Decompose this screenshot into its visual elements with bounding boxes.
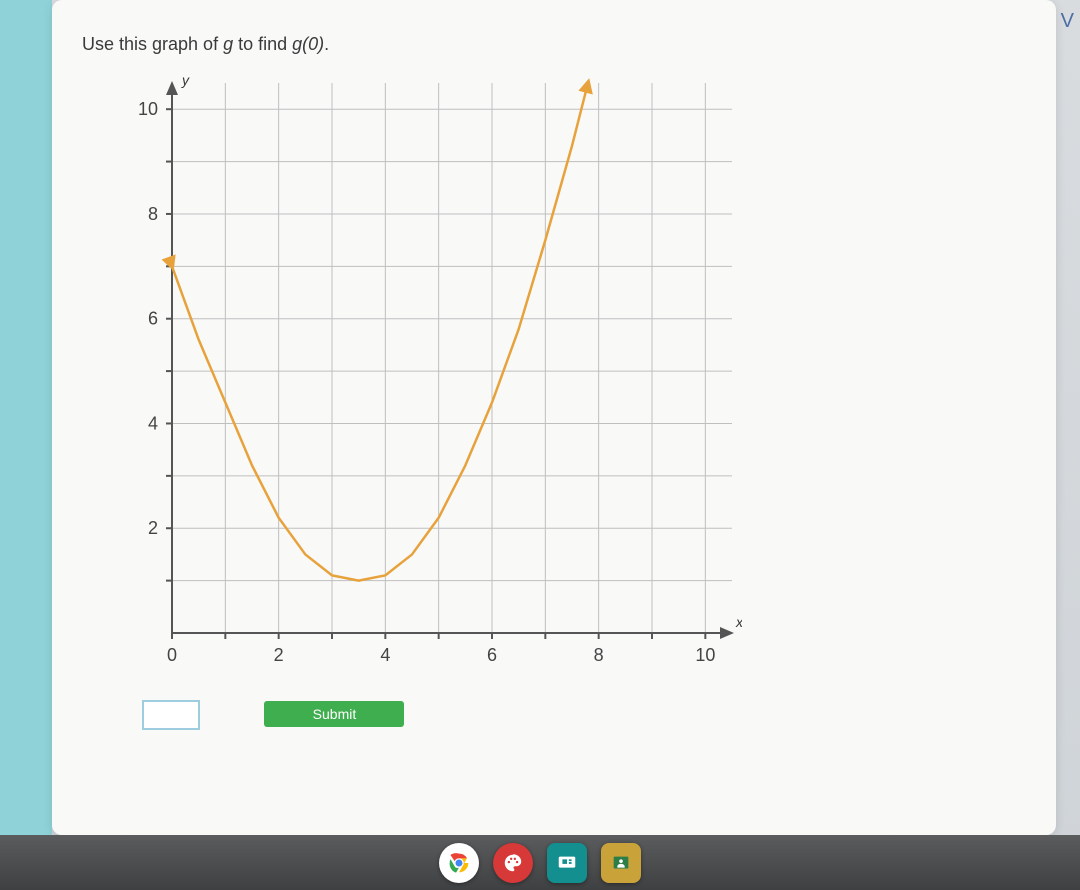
question-prompt: Use this graph of g to find g(0).: [82, 34, 1026, 55]
present-icon[interactable]: [547, 843, 587, 883]
chrome-icon[interactable]: [439, 843, 479, 883]
classroom-glyph: [610, 852, 632, 874]
svg-text:0: 0: [167, 645, 177, 665]
answer-input[interactable]: [142, 700, 200, 730]
classroom-icon[interactable]: [601, 843, 641, 883]
left-accent-strip: [0, 0, 52, 835]
submit-button[interactable]: Submit: [264, 701, 404, 727]
svg-text:8: 8: [594, 645, 604, 665]
svg-text:y: y: [181, 72, 190, 88]
function-graph: 0 2 4 6 8 10 2 4 6 8 10 y x: [82, 63, 742, 683]
svg-text:6: 6: [148, 309, 158, 329]
svg-text:2: 2: [274, 645, 284, 665]
present-glyph: [556, 852, 578, 874]
top-right-letter: V: [1061, 10, 1074, 33]
svg-text:10: 10: [138, 99, 158, 119]
svg-text:2: 2: [148, 518, 158, 538]
prompt-func: g: [223, 34, 233, 54]
svg-text:8: 8: [148, 204, 158, 224]
prompt-prefix: Use this graph of: [82, 34, 223, 54]
svg-text:x: x: [735, 614, 742, 630]
prompt-expr: g(0): [292, 34, 324, 54]
palette-glyph: [502, 852, 524, 874]
chrome-glyph: [445, 849, 473, 877]
svg-text:4: 4: [148, 413, 158, 433]
svg-text:6: 6: [487, 645, 497, 665]
prompt-middle: to find: [233, 34, 292, 54]
palette-icon[interactable]: [493, 843, 533, 883]
prompt-suffix: .: [324, 34, 329, 54]
svg-text:4: 4: [380, 645, 390, 665]
svg-text:10: 10: [695, 645, 715, 665]
question-card: Use this graph of g to find g(0). 0 2 4 6 8 1…: [52, 0, 1056, 835]
taskbar: [0, 835, 1080, 890]
graph-container: 0 2 4 6 8 10 2 4 6 8 10 y x: [82, 63, 742, 683]
